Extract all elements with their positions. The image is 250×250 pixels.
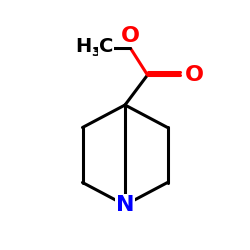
Text: O: O [120,26,140,46]
Text: C: C [99,37,113,56]
Text: N: N [116,195,134,215]
Text: O: O [184,65,204,85]
Text: H: H [75,37,91,56]
Text: 3: 3 [92,46,100,59]
